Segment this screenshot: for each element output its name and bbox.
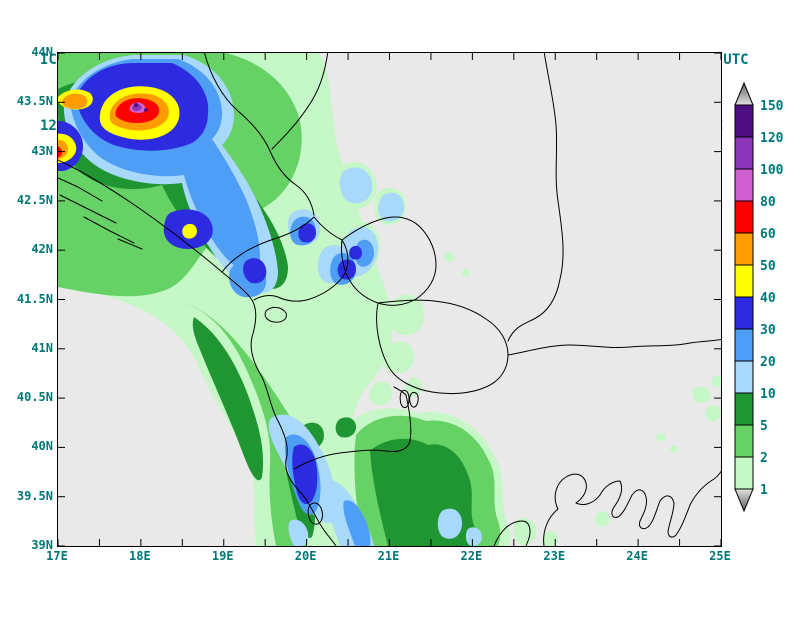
precip-area-30mm	[58, 63, 362, 505]
lon-label: 21E	[377, 549, 400, 563]
lat-label: 40.5N	[16, 390, 53, 405]
lat-label: 41N	[31, 340, 53, 355]
legend-segment	[734, 328, 754, 362]
legend-offscale-bottom	[734, 488, 754, 513]
legend-value: 1	[760, 483, 768, 498]
legend-value: 30	[760, 323, 776, 338]
legend-segment	[734, 168, 754, 202]
precip-area-40mm	[58, 86, 197, 239]
coastline	[58, 159, 721, 546]
lat-label: 39N	[31, 538, 53, 552]
legend-value: 10	[760, 387, 776, 402]
legend-value: 50	[760, 259, 776, 274]
legend-segment	[734, 360, 754, 394]
legend-value: 150	[760, 99, 784, 114]
map-frame	[57, 52, 722, 547]
legend-svg: 150 120 100 80 60 50 40 30 20 10 5 2 1	[734, 82, 784, 513]
legend-value: 20	[760, 355, 776, 370]
lon-label: 22E	[460, 549, 483, 563]
legend-offscale-top	[734, 82, 754, 106]
legend-segment	[734, 296, 754, 330]
lat-label: 42.5N	[16, 192, 53, 207]
legend-segment	[734, 104, 754, 138]
map-svg	[58, 53, 721, 546]
legend-segment	[734, 456, 754, 490]
legend-value: 60	[760, 227, 776, 242]
lon-label: 25E	[709, 549, 731, 563]
legend-segment	[734, 424, 754, 458]
lat-label: 41.5N	[16, 291, 53, 306]
lat-label: 42N	[31, 242, 53, 257]
precip-area-120mm	[134, 103, 148, 112]
legend-segment	[734, 232, 754, 266]
lakes	[264, 306, 419, 409]
country-borders	[204, 53, 721, 470]
legend-value: 2	[760, 451, 768, 466]
lat-label: 39.5N	[16, 488, 53, 503]
legend-segment	[734, 264, 754, 298]
lon-label: 23E	[543, 549, 566, 563]
legend-segment	[734, 136, 754, 170]
lon-label: 18E	[129, 549, 151, 563]
lat-label: 40N	[31, 439, 53, 454]
lon-label: 24E	[626, 549, 648, 563]
precip-area-10mm	[63, 55, 483, 546]
legend-segment	[734, 392, 754, 426]
lon-label: 17E	[46, 549, 68, 563]
legend-value: 120	[760, 131, 784, 146]
lon-label: 20E	[294, 549, 317, 563]
legend-value: 100	[760, 163, 784, 178]
lon-label: 19E	[211, 549, 234, 563]
legend-segment	[734, 200, 754, 234]
legend-value: 40	[760, 291, 776, 306]
legend-value: 80	[760, 195, 776, 210]
precip-area-60mm	[58, 98, 160, 158]
legend-value: 5	[760, 419, 768, 434]
